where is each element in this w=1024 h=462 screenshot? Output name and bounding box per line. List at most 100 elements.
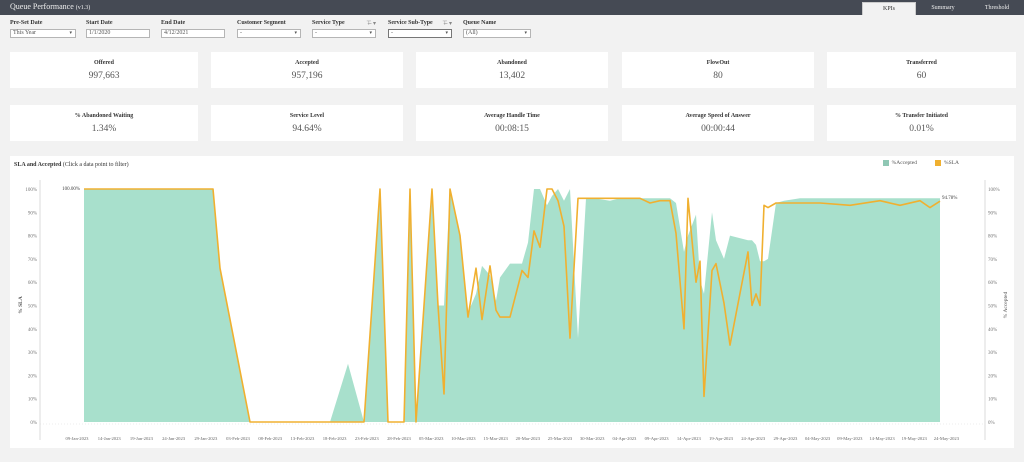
kpi-label: Accepted — [295, 60, 319, 66]
service-sub-type-select[interactable]: - ▾ — [388, 29, 452, 38]
legend-swatch-icon — [882, 160, 889, 166]
kpi-label: Average Speed of Answer — [685, 113, 751, 119]
filter-label: Queue Name — [463, 20, 497, 26]
x-tick: 15-Mar-2023 — [483, 436, 508, 441]
kpi-label: % Transfer Initiated — [894, 113, 948, 119]
kpi-value: 0.01% — [909, 124, 934, 134]
y-tick-left: 70% — [28, 258, 37, 263]
x-tick: 30-Mar-2023 — [580, 436, 605, 441]
top-bar: Queue Performance (v1.3) KPIs Summary Th… — [0, 0, 1024, 15]
y-tick-right: 0% — [988, 421, 995, 426]
filter-bar: Pre-Set Date This Year ▾ Start Date 1/1/… — [10, 20, 1024, 40]
filter-preset-date: Pre-Set Date This Year ▾ — [10, 20, 76, 38]
tab-kpis[interactable]: KPIs — [862, 2, 916, 15]
kpi-card-abandoned[interactable]: Abandoned 13,402 — [416, 52, 608, 88]
y-tick-left: 20% — [28, 374, 37, 379]
x-tick: 18-Feb-2023 — [323, 436, 347, 441]
x-tick: 09-May-2023 — [837, 436, 863, 441]
kpi-value: 80 — [713, 71, 723, 81]
y-tick-left: 30% — [28, 351, 37, 356]
x-tick: 04-Apr-2023 — [612, 436, 637, 441]
filter-label: Pre-Set Date — [10, 20, 43, 26]
end-date-input[interactable]: 4/12/2021 — [161, 29, 225, 38]
filter-label: Customer Segment — [237, 20, 286, 26]
x-tick: 14-May-2023 — [869, 436, 895, 441]
start-date-input[interactable]: 1/1/2020 — [86, 29, 150, 38]
kpi-card-average-handle-time[interactable]: Average Handle Time 00:08:15 — [416, 105, 608, 141]
chart-plot-area[interactable] — [84, 188, 941, 423]
y-tick-left: 50% — [28, 305, 37, 310]
tab-summary[interactable]: Summary — [931, 5, 955, 11]
select-value: - — [391, 30, 393, 36]
legend-item-accepted[interactable]: %Accepted — [882, 160, 918, 166]
chevron-down-icon: ▾ — [294, 31, 297, 36]
legend-swatch-icon — [935, 160, 942, 166]
customer-segment-select[interactable]: - ▾ — [237, 29, 301, 38]
kpi-label: Abandoned — [497, 60, 527, 66]
kpi-card-transfer-initiated[interactable]: % Transfer Initiated 0.01% — [827, 105, 1016, 141]
kpi-value: 957,196 — [291, 71, 323, 81]
service-type-select[interactable]: - ▾ — [312, 29, 376, 38]
chart-subtitle: (Click a data point to filter) — [62, 162, 129, 168]
sla-accepted-chart[interactable]: 0% 0% 10% 10% 20% 20% 30% 30% 40% 40% 50% 50% 60% 60%… — [10, 156, 1014, 448]
filter-queue-name: Queue Name (All) ▾ — [463, 20, 531, 38]
tab-threshold[interactable]: Threshold — [984, 5, 1010, 11]
chevron-down-icon: ▾ — [445, 31, 448, 36]
chart-title: SLA and Accepted (Click a data point to … — [14, 162, 129, 168]
y-tick-right: 60% — [988, 281, 997, 286]
x-tick: 04-May-2023 — [805, 436, 831, 441]
chart-legend: %Accepted %SLA — [882, 160, 959, 166]
kpi-card-flowout[interactable]: FlowOut 80 — [622, 52, 814, 88]
x-tick: 19-May-2023 — [902, 436, 928, 441]
kpi-label: Average Handle Time — [484, 113, 540, 119]
chart-labels: 100.00% 94.78% — [62, 187, 957, 201]
kpi-label: % Abandoned Waiting — [74, 113, 134, 119]
x-tick: 13-Feb-2023 — [291, 436, 315, 441]
accepted-area[interactable] — [84, 189, 940, 422]
x-tick: 10-Mar-2023 — [451, 436, 476, 441]
filter-label: Service Type ⊤̶ ▾ — [312, 20, 376, 28]
chart-title-text: SLA and Accepted — [14, 162, 62, 168]
y-tick-right: 100% — [988, 188, 1000, 193]
x-tick: 24-May-2023 — [934, 436, 960, 441]
x-tick: 09-Apr-2023 — [645, 436, 670, 441]
kpi-card-service-level[interactable]: Service Level 94.64% — [211, 105, 403, 141]
kpi-value: 94.64% — [292, 124, 322, 134]
filter-label: Service Sub-Type ⊤̶ ▾ — [388, 20, 452, 28]
kpi-card-abandoned-waiting[interactable]: % Abandoned Waiting 1.34% — [10, 105, 198, 141]
filter-service-sub-type: Service Sub-Type ⊤̶ ▾ - ▾ — [388, 20, 452, 38]
y-tick-right: 10% — [988, 398, 997, 403]
app-version: (v1.3) — [75, 5, 91, 11]
y-tick-left: 10% — [28, 398, 37, 403]
filter-options-icon[interactable]: ⊤̶ ▾ — [442, 21, 452, 27]
filter-label: End Date — [161, 20, 186, 26]
y-axis-left-title: % SLA — [18, 296, 24, 314]
sla-accepted-chart-panel: SLA and Accepted (Click a data point to … — [10, 156, 1014, 448]
y-tick-right: 50% — [988, 305, 997, 310]
preset-date-select[interactable]: This Year ▾ — [10, 29, 76, 38]
select-value: This Year — [13, 30, 37, 36]
y-axis-right-title: % Accepted — [1003, 292, 1009, 319]
legend-label: %Accepted — [891, 160, 918, 166]
x-tick: 14-Jan-2023 — [98, 436, 122, 441]
filter-options-icon[interactable]: ⊤̶ ▾ — [366, 21, 376, 27]
kpi-card-accepted[interactable]: Accepted 957,196 — [211, 52, 403, 88]
kpi-card-offered[interactable]: Offered 997,663 — [10, 52, 198, 88]
kpi-card-average-speed-of-answer[interactable]: Average Speed of Answer 00:00:44 — [622, 105, 814, 141]
x-tick: 24-Jan-2023 — [162, 436, 186, 441]
app-title-text: Queue Performance — [10, 2, 74, 11]
legend-item-sla[interactable]: %SLA — [935, 160, 959, 166]
filter-label-text: Service Sub-Type — [388, 20, 433, 26]
kpi-label: Service Level — [289, 113, 325, 119]
start-value-label: 100.00% — [62, 187, 80, 192]
chart-axes: 0% 0% 10% 10% 20% 20% 30% 30% 40% 40% 50% 50% 60% 60%… — [18, 180, 1009, 441]
filter-customer-segment: Customer Segment - ▾ — [237, 20, 301, 38]
kpi-label: Offered — [94, 60, 114, 66]
x-tick: 25-Mar-2023 — [548, 436, 573, 441]
queue-name-select[interactable]: (All) ▾ — [463, 29, 531, 38]
sla-line[interactable] — [84, 188, 941, 423]
kpi-card-transferred[interactable]: Transferred 60 — [827, 52, 1016, 88]
x-tick: 19-Jan-2023 — [130, 436, 154, 441]
kpi-value: 1.34% — [91, 124, 117, 134]
y-tick-left: 0% — [30, 421, 37, 426]
